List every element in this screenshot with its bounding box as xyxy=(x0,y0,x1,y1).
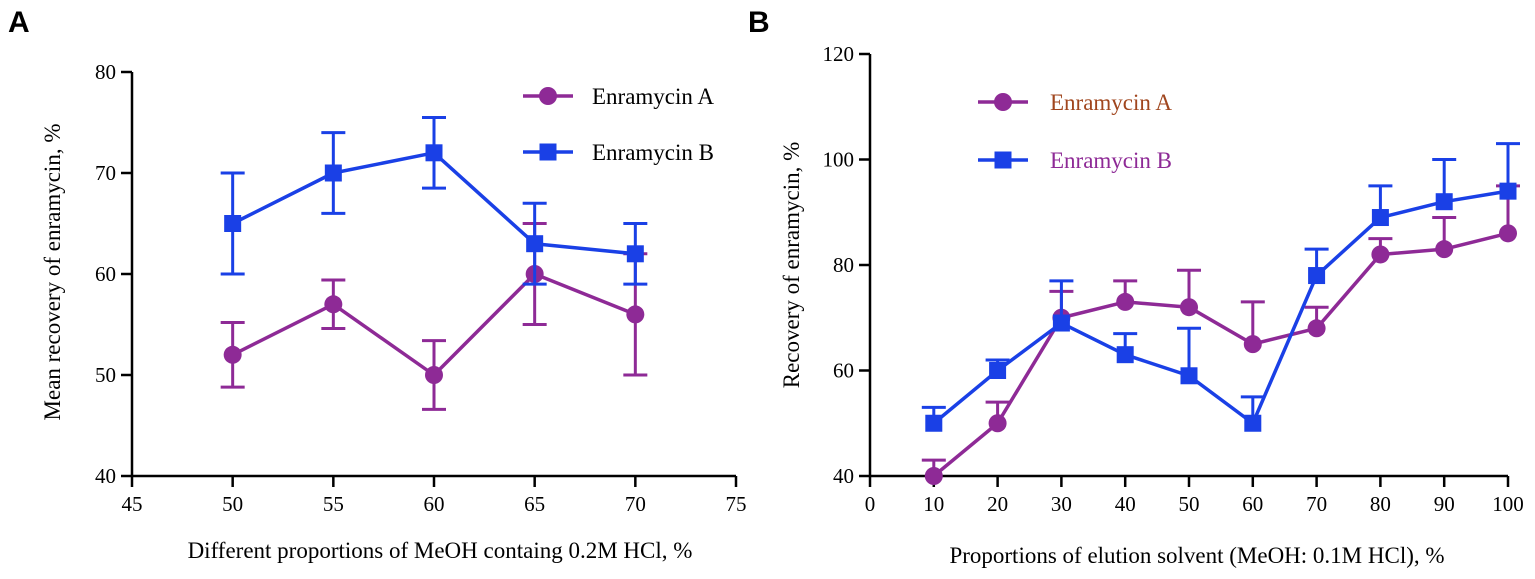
panel-b-series-enramycin-a xyxy=(921,184,1520,485)
panel-a-legend-label: Enramycin B xyxy=(592,140,714,165)
panel-b-legend-label: Enramycin A xyxy=(1050,90,1172,115)
panel-a-data-point xyxy=(324,164,342,182)
panel-b-axes: 40 60 80 100 120 0 10 20 30 40 50 60 70 80 90 100 xyxy=(823,42,1524,516)
panel-a-x-tick-label: 55 xyxy=(323,492,344,516)
panel-a-y-tick-label: 70 xyxy=(95,161,116,185)
panel-b-y-axis-title: Recovery of enramycin, % xyxy=(779,142,804,389)
panel-b-data-point xyxy=(988,414,1007,433)
panel-b-data-point xyxy=(1371,245,1390,264)
panel-b-data-point xyxy=(1307,319,1326,338)
panel-b-y-tick-label: 80 xyxy=(833,253,854,277)
panel-a-series-enramycin-b xyxy=(220,115,648,286)
panel-a-legend-label: Enramycin A xyxy=(592,84,714,109)
panel-b-x-tick-label: 60 xyxy=(1242,492,1263,516)
panel-a-x-tick-label: 75 xyxy=(726,492,747,516)
panel-label-a: A xyxy=(8,6,30,39)
panel-a-y-axis-title: Mean recovery of enramycin, % xyxy=(40,124,65,421)
panel-a-x-axis-title: Different proportions of MeOH containg 0… xyxy=(188,538,693,563)
panel-a-series-enramycin-a xyxy=(220,222,648,411)
panel-b-y-tick-label: 100 xyxy=(823,148,855,172)
panel-a-data-point xyxy=(626,305,645,324)
panel-b-data-point xyxy=(1371,209,1389,227)
panel-a-series xyxy=(220,115,648,411)
panel-a-data-point xyxy=(425,144,443,162)
panel-a-x-tick-label: 45 xyxy=(122,492,143,516)
panel-b-series-enramycin-b xyxy=(921,142,1520,432)
panel-b-data-point xyxy=(1499,182,1517,200)
panel-b-x-tick-label: 100 xyxy=(1492,492,1524,516)
panel-b-legend-label: Enramycin B xyxy=(1050,148,1172,173)
panel-b-data-point xyxy=(1052,314,1070,332)
panel-b-x-axis-title: Proportions of elution solvent (MeOH: 0.… xyxy=(949,543,1444,568)
panel-a-x-tick-label: 65 xyxy=(524,492,545,516)
panel-b-data-point xyxy=(1116,292,1135,311)
panel-b-legend-marker xyxy=(994,93,1012,111)
panel-b-data-point xyxy=(925,414,943,432)
panel-b-data-point xyxy=(1180,367,1198,385)
panel-b-data-point xyxy=(924,467,943,485)
panel-b-data-point xyxy=(1180,298,1198,317)
panel-b-y-tick-label: 40 xyxy=(833,464,854,488)
panel-a-legend-item: Enramycin A xyxy=(523,84,714,109)
panel-a-y-tick-label: 80 xyxy=(95,60,116,84)
panel-b-x-tick-label: 70 xyxy=(1306,492,1327,516)
panel-b-data-point xyxy=(1244,414,1262,432)
panel-a-legend-marker xyxy=(539,87,557,105)
panel-b-legend-marker xyxy=(994,151,1012,169)
panel-a-data-point xyxy=(626,245,644,263)
panel-b-x-tick-label: 0 xyxy=(865,492,876,516)
panel-a-y-tick-label: 60 xyxy=(95,262,116,286)
panel-b-data-point xyxy=(1499,224,1517,243)
panel-b-legend: Enramycin A Enramycin B xyxy=(978,90,1172,173)
panel-b-data-point xyxy=(1243,335,1262,354)
panel-a-legend: Enramycin A Enramycin B xyxy=(523,84,714,165)
panel-b-x-tick-label: 90 xyxy=(1434,492,1455,516)
panel-a-y-tick-label: 50 xyxy=(95,363,116,387)
panel-b-x-tick-label: 80 xyxy=(1370,492,1391,516)
panel-b-data-point xyxy=(1308,267,1326,285)
panel-b-y-tick-label: 60 xyxy=(833,359,854,383)
panel-a-data-point xyxy=(526,235,544,253)
panel-b-data-point xyxy=(1116,346,1134,364)
panel-b-x-tick-label: 40 xyxy=(1115,492,1136,516)
panel-a-data-point xyxy=(425,366,443,384)
panel-a-axes: 40 50 60 70 80 45 50 55 60 65 70 75 xyxy=(95,60,747,516)
panel-a-data-point xyxy=(223,345,242,364)
panel-b-x-tick-label: 50 xyxy=(1179,492,1200,516)
panel-b-legend-item: Enramycin B xyxy=(978,148,1172,173)
panel-b-x-tick-label: 30 xyxy=(1051,492,1072,516)
panel-a-legend-item: Enramycin B xyxy=(523,140,714,165)
panel-b-series xyxy=(921,142,1520,485)
panel-a-x-tick-label: 60 xyxy=(424,492,445,516)
panel-b-x-tick-label: 20 xyxy=(987,492,1008,516)
panel-a-data-point xyxy=(224,215,242,232)
panel-b-y-tick-label: 120 xyxy=(823,42,855,66)
panel-b-series-line xyxy=(932,189,1509,425)
panel-a-x-tick-label: 50 xyxy=(222,492,243,516)
panel-label-b: B xyxy=(748,6,770,39)
panel-b-legend-item: Enramycin A xyxy=(978,90,1172,115)
panel-b-data-point xyxy=(1435,193,1453,211)
panel-a-data-point xyxy=(324,295,343,314)
panel-a-legend-marker xyxy=(539,143,557,161)
panel-a-y-tick-label: 40 xyxy=(95,464,116,488)
panel-b-data-point xyxy=(989,362,1007,379)
panel-b-series-line xyxy=(932,231,1509,478)
panel-a-x-tick-label: 70 xyxy=(625,492,646,516)
panel-b-data-point xyxy=(1435,240,1454,259)
panel-b-x-tick-label: 10 xyxy=(923,492,944,516)
panel-b: B 40 60 80 100 120 0 10 20 30 40 50 60 70 80 90 100 Enr… xyxy=(748,6,1524,568)
